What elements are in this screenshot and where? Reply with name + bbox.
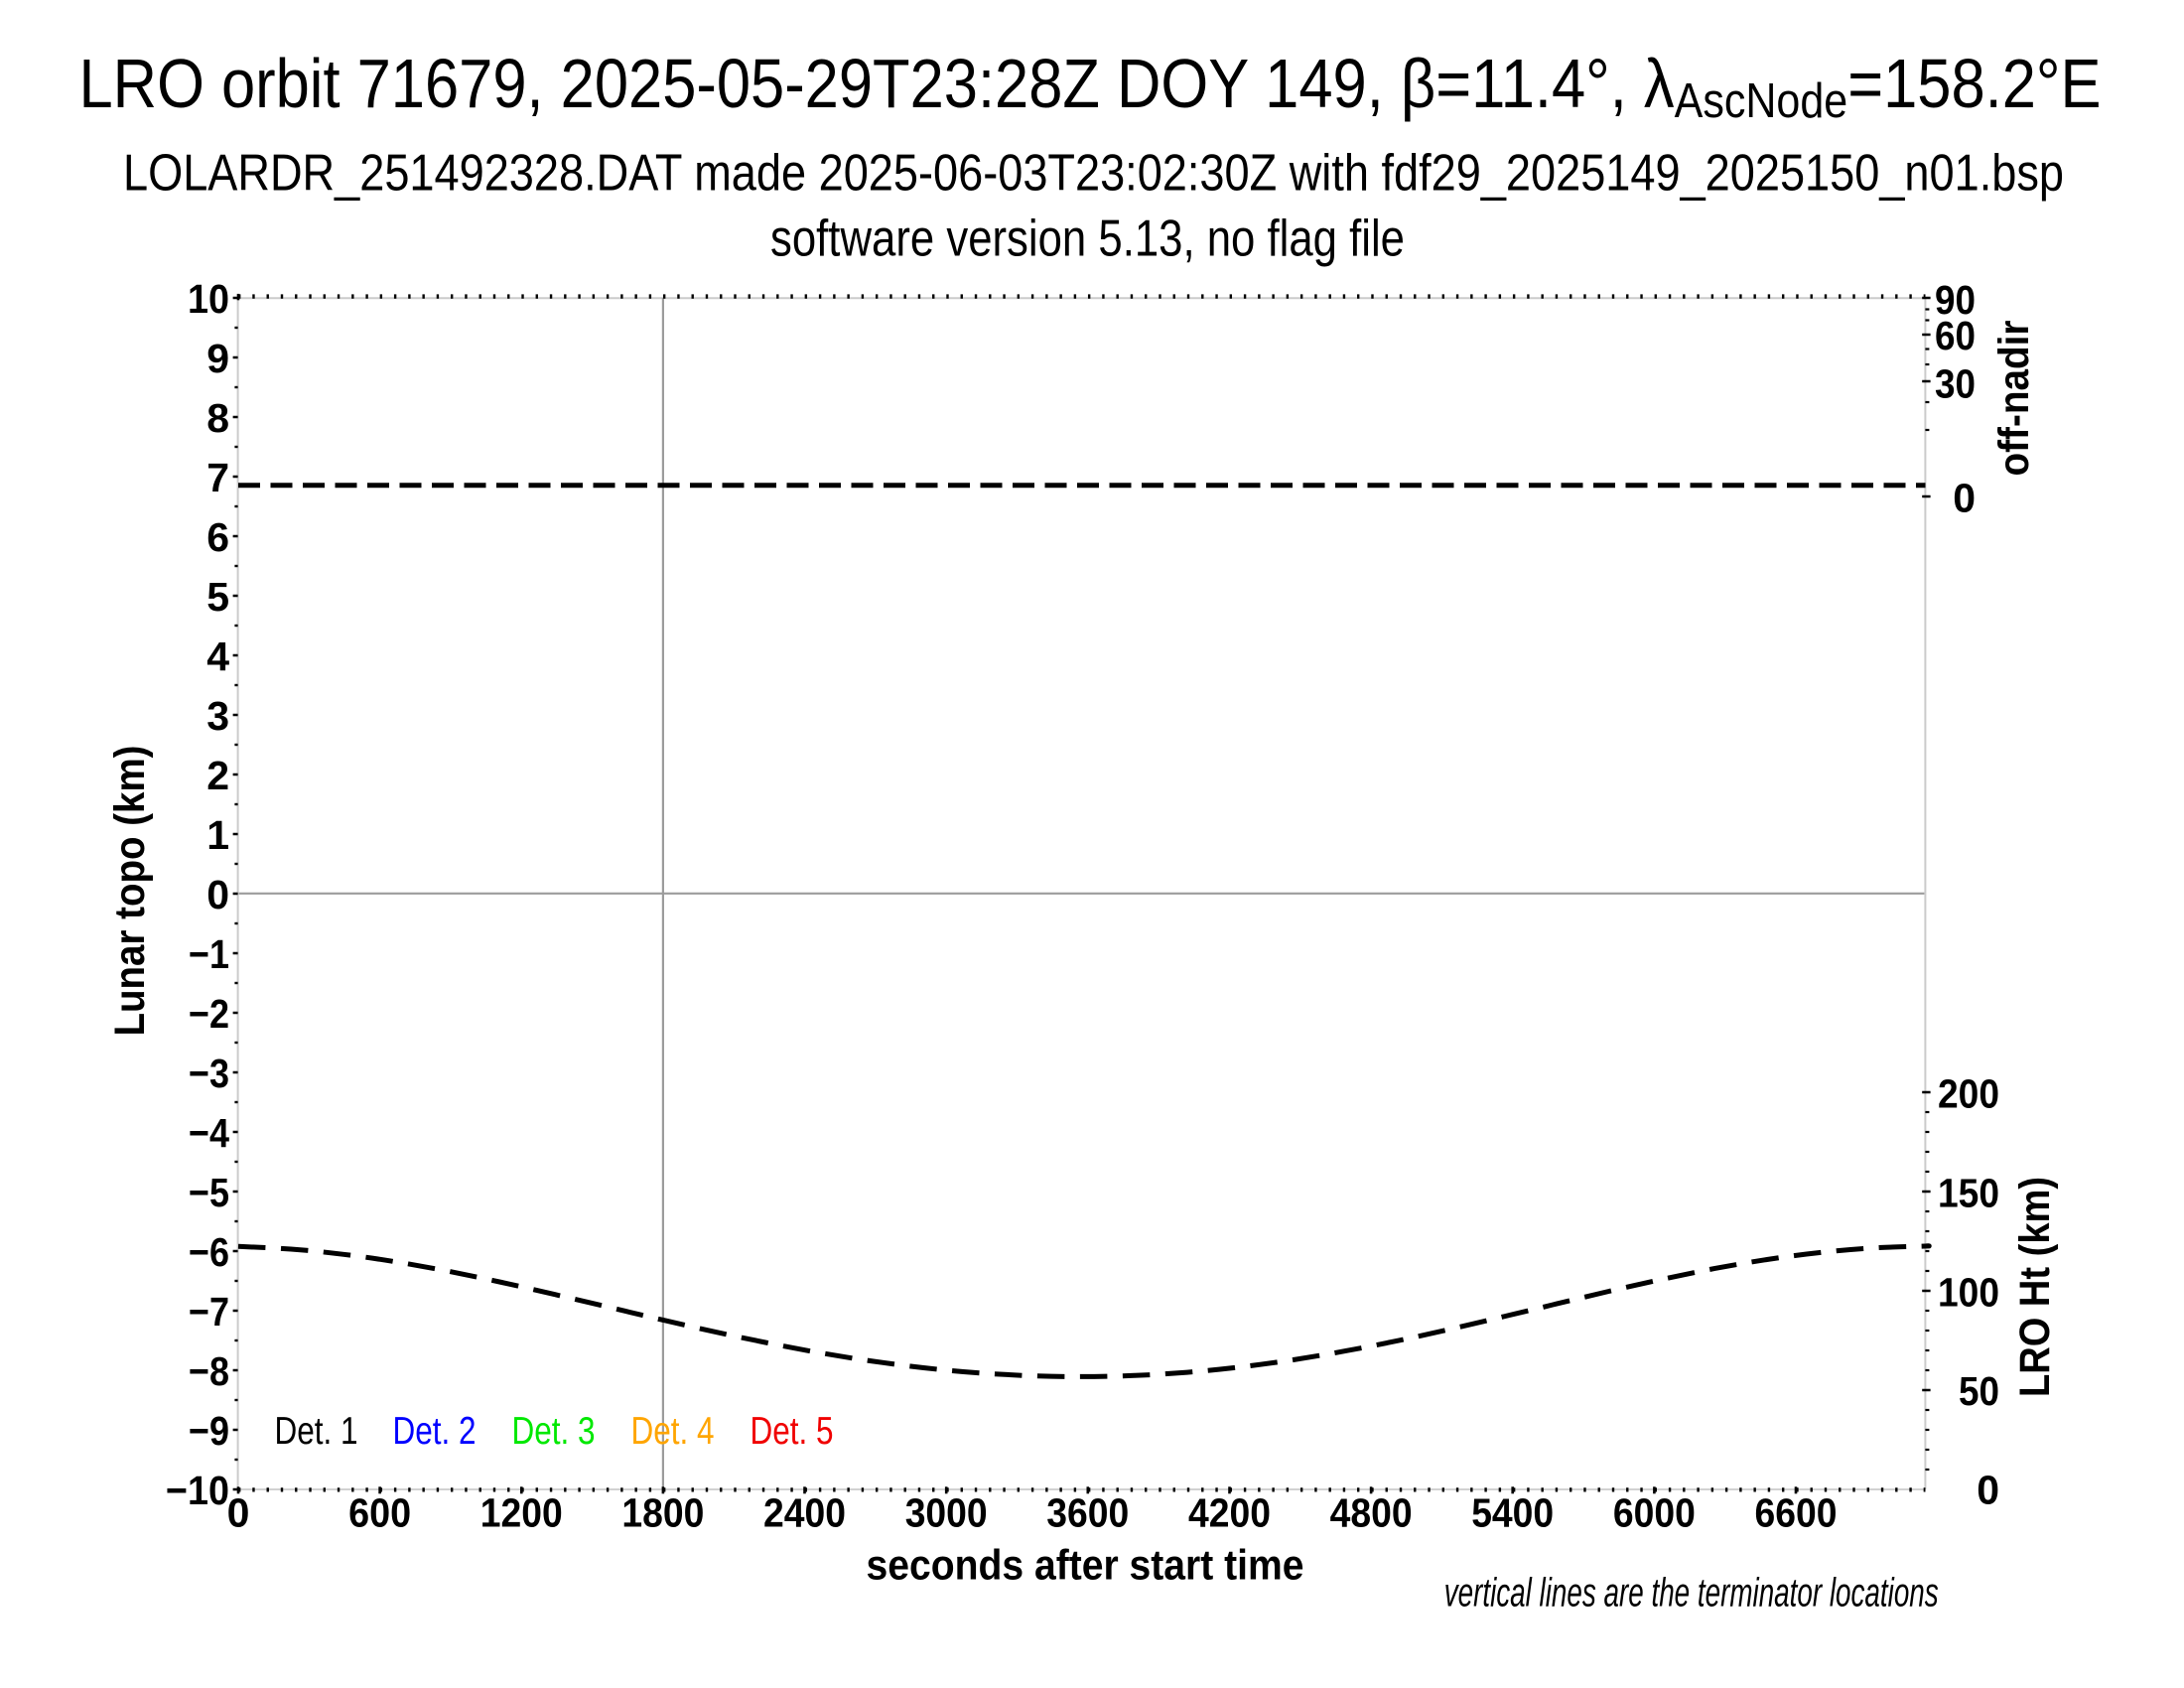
svg-text:0: 0: [1977, 1468, 1999, 1513]
svg-text:−5: −5: [189, 1170, 229, 1215]
svg-text:4: 4: [206, 633, 229, 679]
svg-text:6600: 6600: [1755, 1490, 1838, 1536]
svg-text:7: 7: [206, 455, 229, 500]
svg-text:Det. 5: Det. 5: [751, 1410, 834, 1453]
svg-text:vertical lines are the termina: vertical lines are the terminator locati…: [1444, 1570, 1939, 1616]
svg-text:1200: 1200: [480, 1490, 563, 1536]
svg-text:−1: −1: [189, 931, 229, 977]
svg-text:−6: −6: [189, 1229, 229, 1275]
svg-text:0: 0: [206, 872, 229, 917]
svg-text:2: 2: [206, 753, 229, 798]
svg-text:9: 9: [206, 336, 229, 381]
svg-text:4800: 4800: [1330, 1490, 1413, 1536]
svg-text:−2: −2: [189, 991, 229, 1037]
svg-text:3000: 3000: [905, 1490, 988, 1536]
svg-text:600: 600: [348, 1490, 411, 1536]
svg-text:100: 100: [1938, 1270, 1999, 1316]
svg-text:5400: 5400: [1471, 1490, 1554, 1536]
svg-text:8: 8: [206, 395, 229, 441]
svg-text:60: 60: [1935, 313, 1976, 358]
svg-text:software version 5.13, no flag: software version 5.13, no flag file: [770, 211, 1405, 268]
svg-text:6000: 6000: [1613, 1490, 1696, 1536]
svg-text:1800: 1800: [621, 1490, 704, 1536]
svg-text:10: 10: [188, 276, 229, 322]
svg-text:−3: −3: [189, 1051, 229, 1096]
svg-text:4200: 4200: [1188, 1490, 1271, 1536]
svg-text:−9: −9: [189, 1408, 229, 1454]
svg-text:seconds after start time: seconds after start time: [867, 1542, 1304, 1590]
svg-text:−4: −4: [189, 1110, 229, 1156]
svg-text:off-nadir: off-nadir: [1990, 320, 2038, 476]
svg-text:3600: 3600: [1046, 1490, 1129, 1536]
svg-text:90: 90: [1935, 277, 1976, 323]
svg-text:LOLARDR_251492328.DAT made 202: LOLARDR_251492328.DAT made 2025-06-03T23…: [123, 145, 2064, 203]
svg-text:150: 150: [1938, 1171, 1999, 1216]
svg-text:5: 5: [206, 574, 229, 620]
svg-text:Det. 4: Det. 4: [631, 1410, 715, 1453]
svg-text:0: 0: [1953, 476, 1976, 521]
svg-text:Det. 3: Det. 3: [512, 1410, 596, 1453]
svg-text:1: 1: [206, 812, 229, 858]
svg-text:2400: 2400: [763, 1490, 846, 1536]
svg-text:LRO Ht (km): LRO Ht (km): [2011, 1177, 2059, 1397]
svg-text:0: 0: [227, 1490, 250, 1536]
svg-text:3: 3: [206, 693, 229, 739]
svg-text:Det. 1: Det. 1: [275, 1410, 358, 1453]
svg-text:Lunar topo (km): Lunar topo (km): [106, 746, 154, 1037]
svg-text:50: 50: [1959, 1368, 1999, 1414]
svg-text:−7: −7: [189, 1289, 229, 1335]
svg-text:−8: −8: [189, 1348, 229, 1394]
svg-text:200: 200: [1938, 1071, 1999, 1117]
svg-text:30: 30: [1935, 361, 1976, 407]
svg-text:Det. 2: Det. 2: [393, 1410, 477, 1453]
svg-text:6: 6: [206, 514, 229, 560]
svg-text:−10: −10: [166, 1468, 229, 1513]
